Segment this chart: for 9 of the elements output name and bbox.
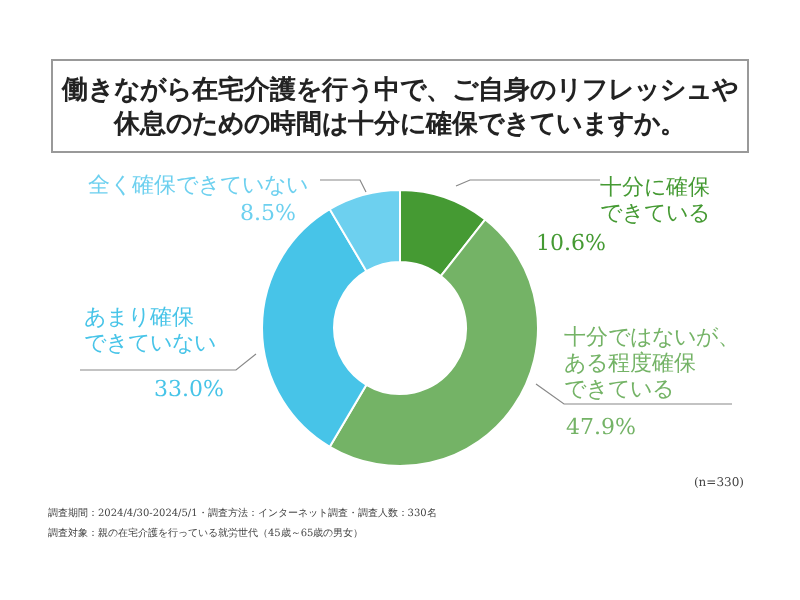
data-label: 33.0%	[154, 376, 224, 402]
data-label: 47.9%	[566, 414, 636, 440]
data-label: 8.5%	[240, 200, 296, 226]
slice-label: 全く確保できていない	[88, 172, 308, 198]
slice-label: 十分に確保できている	[600, 174, 710, 226]
slice-label: あまり確保できていない	[84, 304, 216, 356]
data-label: 10.6%	[536, 230, 606, 256]
chart-title: 働きながら在宅介護を行う中で、ご自身のリフレッシュや休息のための時間は十分に確保できていますか。	[60, 74, 738, 140]
slice-label: 十分ではないが、ある程度確保できている	[564, 324, 740, 402]
